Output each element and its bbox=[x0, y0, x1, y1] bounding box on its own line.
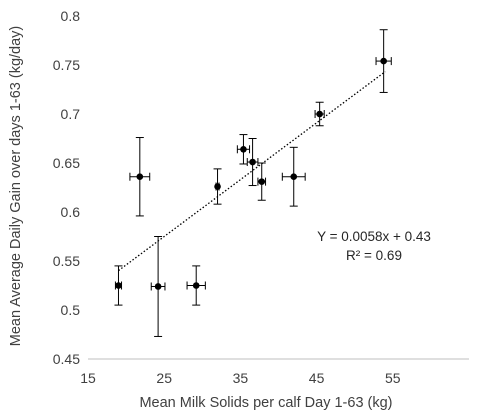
y-tick-label: 0.7 bbox=[61, 106, 81, 122]
x-axis-ticks: 15 25 35 45 55 bbox=[80, 370, 401, 386]
y-axis-title: Mean Average Daily Gain over days 1-63 (… bbox=[8, 26, 24, 347]
data-points bbox=[115, 57, 387, 290]
y-tick-label: 0.5 bbox=[61, 302, 81, 318]
y-tick-label: 0.45 bbox=[53, 351, 80, 367]
data-point bbox=[136, 173, 144, 181]
data-point bbox=[192, 282, 200, 289]
x-tick-label: 25 bbox=[156, 370, 172, 386]
x-tick-label: 45 bbox=[309, 370, 325, 386]
data-point bbox=[258, 178, 266, 185]
data-point bbox=[115, 282, 122, 289]
regression-equation: Y = 0.0058x + 0.43 bbox=[317, 229, 431, 244]
x-tick-label: 35 bbox=[233, 370, 249, 386]
y-tick-label: 0.75 bbox=[53, 57, 80, 73]
y-axis-ticks: 0.45 0.5 0.55 0.6 0.65 0.7 0.75 0.8 bbox=[53, 8, 80, 367]
trendline-group bbox=[118, 71, 386, 272]
r-squared-label: R² = 0.69 bbox=[346, 248, 402, 263]
x-axis-title: Mean Milk Solids per calf Day 1-63 (kg) bbox=[139, 395, 392, 411]
data-point bbox=[154, 283, 162, 290]
data-point bbox=[316, 110, 323, 118]
data-point bbox=[380, 57, 387, 65]
data-point bbox=[240, 145, 247, 153]
x-tick-label: 15 bbox=[80, 370, 96, 386]
data-point bbox=[214, 183, 221, 190]
y-tick-label: 0.65 bbox=[53, 155, 80, 171]
data-point bbox=[249, 158, 256, 166]
y-tick-label: 0.8 bbox=[61, 8, 81, 24]
data-point bbox=[290, 173, 298, 181]
y-tick-label: 0.6 bbox=[61, 204, 81, 220]
y-tick-label: 0.55 bbox=[53, 253, 80, 269]
trendline bbox=[118, 71, 386, 272]
error-bars bbox=[114, 29, 392, 337]
x-tick-label: 55 bbox=[385, 370, 401, 386]
